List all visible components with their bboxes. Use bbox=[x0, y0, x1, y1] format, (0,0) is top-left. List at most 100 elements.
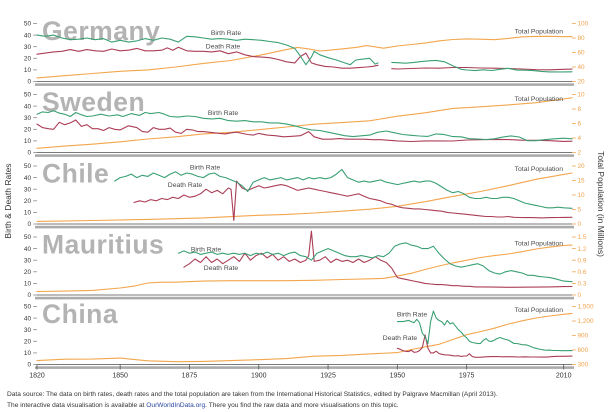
germany-population-line bbox=[36, 35, 573, 79]
right-axis-ticks-germany: 20 40 60 80 100 bbox=[572, 21, 589, 86]
svg-text:4: 4 bbox=[578, 135, 582, 142]
chile-birth-rate-line bbox=[114, 168, 573, 209]
svg-text:6: 6 bbox=[578, 121, 582, 128]
left-axis-ticks-mauritius: 0 10 20 30 40 50 bbox=[24, 234, 37, 299]
svg-text:0: 0 bbox=[27, 221, 31, 228]
germany-death-rate-label: Death Rate bbox=[206, 44, 241, 51]
data-source-text: Data source: The data on birth rates, de… bbox=[7, 391, 498, 398]
svg-text:1,500: 1,500 bbox=[578, 304, 594, 311]
mauritius-death-rate-label: Death Rate bbox=[204, 265, 239, 272]
svg-text:5: 5 bbox=[578, 207, 582, 214]
svg-text:40: 40 bbox=[24, 315, 32, 322]
svg-text:10: 10 bbox=[24, 67, 32, 74]
country-title-sweden: Sweden bbox=[42, 87, 145, 117]
china-population-label: Total Population bbox=[515, 307, 564, 314]
svg-text:0: 0 bbox=[578, 292, 582, 299]
svg-text:0: 0 bbox=[27, 79, 31, 86]
panel-sweden: Sweden 0 10 20 30 40 50 2 4 6 8 10 Total Population B… bbox=[24, 87, 585, 157]
svg-text:100: 100 bbox=[578, 21, 589, 28]
svg-text:30: 30 bbox=[24, 44, 32, 51]
svg-text:1,200: 1,200 bbox=[578, 318, 594, 325]
germany-birth-rate-label: Birth Rate bbox=[211, 30, 241, 37]
china-death-rate-line bbox=[396, 334, 573, 358]
panel-separator-chile bbox=[35, 225, 574, 229]
svg-text:60: 60 bbox=[578, 50, 586, 57]
svg-text:0.9: 0.9 bbox=[578, 257, 587, 264]
svg-text:20: 20 bbox=[578, 163, 586, 170]
china-population-line bbox=[36, 312, 573, 363]
svg-text:40: 40 bbox=[24, 246, 32, 253]
svg-text:1975: 1975 bbox=[459, 373, 475, 380]
svg-text:1850: 1850 bbox=[112, 373, 128, 380]
panel-china: China 0 10 20 30 40 50 300 600 900 1,200 1,500 Total… bbox=[24, 299, 594, 369]
svg-text:1925: 1925 bbox=[320, 373, 336, 380]
china-death-rate-label: Death Rate bbox=[383, 335, 418, 342]
svg-text:20: 20 bbox=[24, 56, 32, 63]
svg-text:10: 10 bbox=[24, 281, 32, 288]
svg-text:40: 40 bbox=[24, 175, 32, 182]
footer-line2-suffix: . There you find the raw data and more v… bbox=[205, 401, 399, 409]
germany-population-label: Total Population bbox=[515, 29, 564, 36]
svg-text:50: 50 bbox=[24, 21, 32, 28]
svg-text:30: 30 bbox=[24, 115, 32, 122]
left-axis-ticks-chile: 0 10 20 30 40 50 bbox=[24, 163, 37, 228]
mauritius-death-rate-line bbox=[183, 230, 573, 288]
right-axis-ticks-mauritius: 0 0.3 0.6 0.9 1.2 1.5 bbox=[572, 234, 587, 299]
svg-text:600: 600 bbox=[578, 347, 589, 354]
svg-text:40: 40 bbox=[24, 32, 32, 39]
svg-text:0: 0 bbox=[27, 362, 31, 369]
chile-population-label: Total Population bbox=[515, 166, 564, 173]
footer-line2: The interactive data visualisation is av… bbox=[7, 401, 605, 412]
owid-link[interactable]: OurWorldInData.org bbox=[146, 401, 206, 409]
country-title-china: China bbox=[42, 299, 118, 329]
panel-separator-china bbox=[35, 366, 574, 369]
svg-text:30: 30 bbox=[24, 257, 32, 264]
svg-text:50: 50 bbox=[24, 304, 32, 311]
footer-line2-prefix: The interactive data visualisation is av… bbox=[7, 401, 147, 409]
svg-text:40: 40 bbox=[24, 103, 32, 110]
right-axis-ticks-chile: 0 5 10 15 20 bbox=[572, 163, 585, 228]
country-title-mauritius: Mauritius bbox=[42, 230, 164, 260]
svg-text:10: 10 bbox=[24, 210, 32, 217]
svg-text:2010: 2010 bbox=[556, 373, 572, 380]
svg-text:50: 50 bbox=[24, 92, 32, 99]
svg-text:0.6: 0.6 bbox=[578, 269, 587, 276]
germany-death-rate-line-1 bbox=[36, 46, 379, 69]
panel-germany: Germany 0 10 20 30 40 50 20 40 60 80 100 Total Popul… bbox=[24, 16, 589, 86]
panel-separator-germany bbox=[35, 83, 574, 86]
panel-mauritius: Mauritius 0 10 20 30 40 50 0 0.3 0.6 0.9 1.2 1.5 Tota… bbox=[24, 230, 587, 300]
svg-text:50: 50 bbox=[24, 234, 32, 241]
sweden-birth-rate-line bbox=[36, 110, 573, 142]
svg-text:0: 0 bbox=[27, 292, 31, 299]
svg-text:30: 30 bbox=[24, 186, 32, 193]
svg-text:10: 10 bbox=[578, 192, 586, 199]
svg-text:1820: 1820 bbox=[29, 373, 45, 380]
svg-text:1.5: 1.5 bbox=[578, 234, 587, 241]
svg-text:2: 2 bbox=[578, 150, 582, 157]
china-birth-rate-label: Birth Rate bbox=[397, 312, 427, 319]
germany-death-rate-line-2 bbox=[391, 66, 573, 71]
left-axis-ticks-germany: 0 10 20 30 40 50 bbox=[24, 21, 37, 86]
svg-text:0.3: 0.3 bbox=[578, 281, 587, 288]
svg-text:1875: 1875 bbox=[182, 373, 198, 380]
svg-text:30: 30 bbox=[24, 327, 32, 334]
panel-chile: Chile 0 10 20 30 40 50 0 5 10 15 20 Total Population… bbox=[24, 159, 585, 229]
svg-text:40: 40 bbox=[578, 64, 586, 71]
chile-death-rate-label: Death Rate bbox=[168, 182, 203, 189]
svg-text:20: 20 bbox=[24, 127, 32, 134]
svg-text:80: 80 bbox=[578, 35, 586, 42]
china-birth-rate-line bbox=[396, 310, 573, 352]
mauritius-population-line bbox=[36, 244, 573, 293]
svg-text:900: 900 bbox=[578, 333, 589, 340]
sweden-death-rate-line bbox=[36, 119, 573, 143]
mauritius-birth-rate-line bbox=[177, 242, 573, 283]
sweden-population-line bbox=[36, 97, 573, 149]
chile-death-rate-line bbox=[133, 180, 573, 222]
panel-separator-mauritius bbox=[35, 296, 574, 300]
svg-text:20: 20 bbox=[24, 198, 32, 205]
sweden-birth-rate-label: Birth Rate bbox=[208, 110, 238, 117]
svg-text:10: 10 bbox=[24, 138, 32, 145]
sweden-population-label: Total Population bbox=[515, 96, 564, 103]
